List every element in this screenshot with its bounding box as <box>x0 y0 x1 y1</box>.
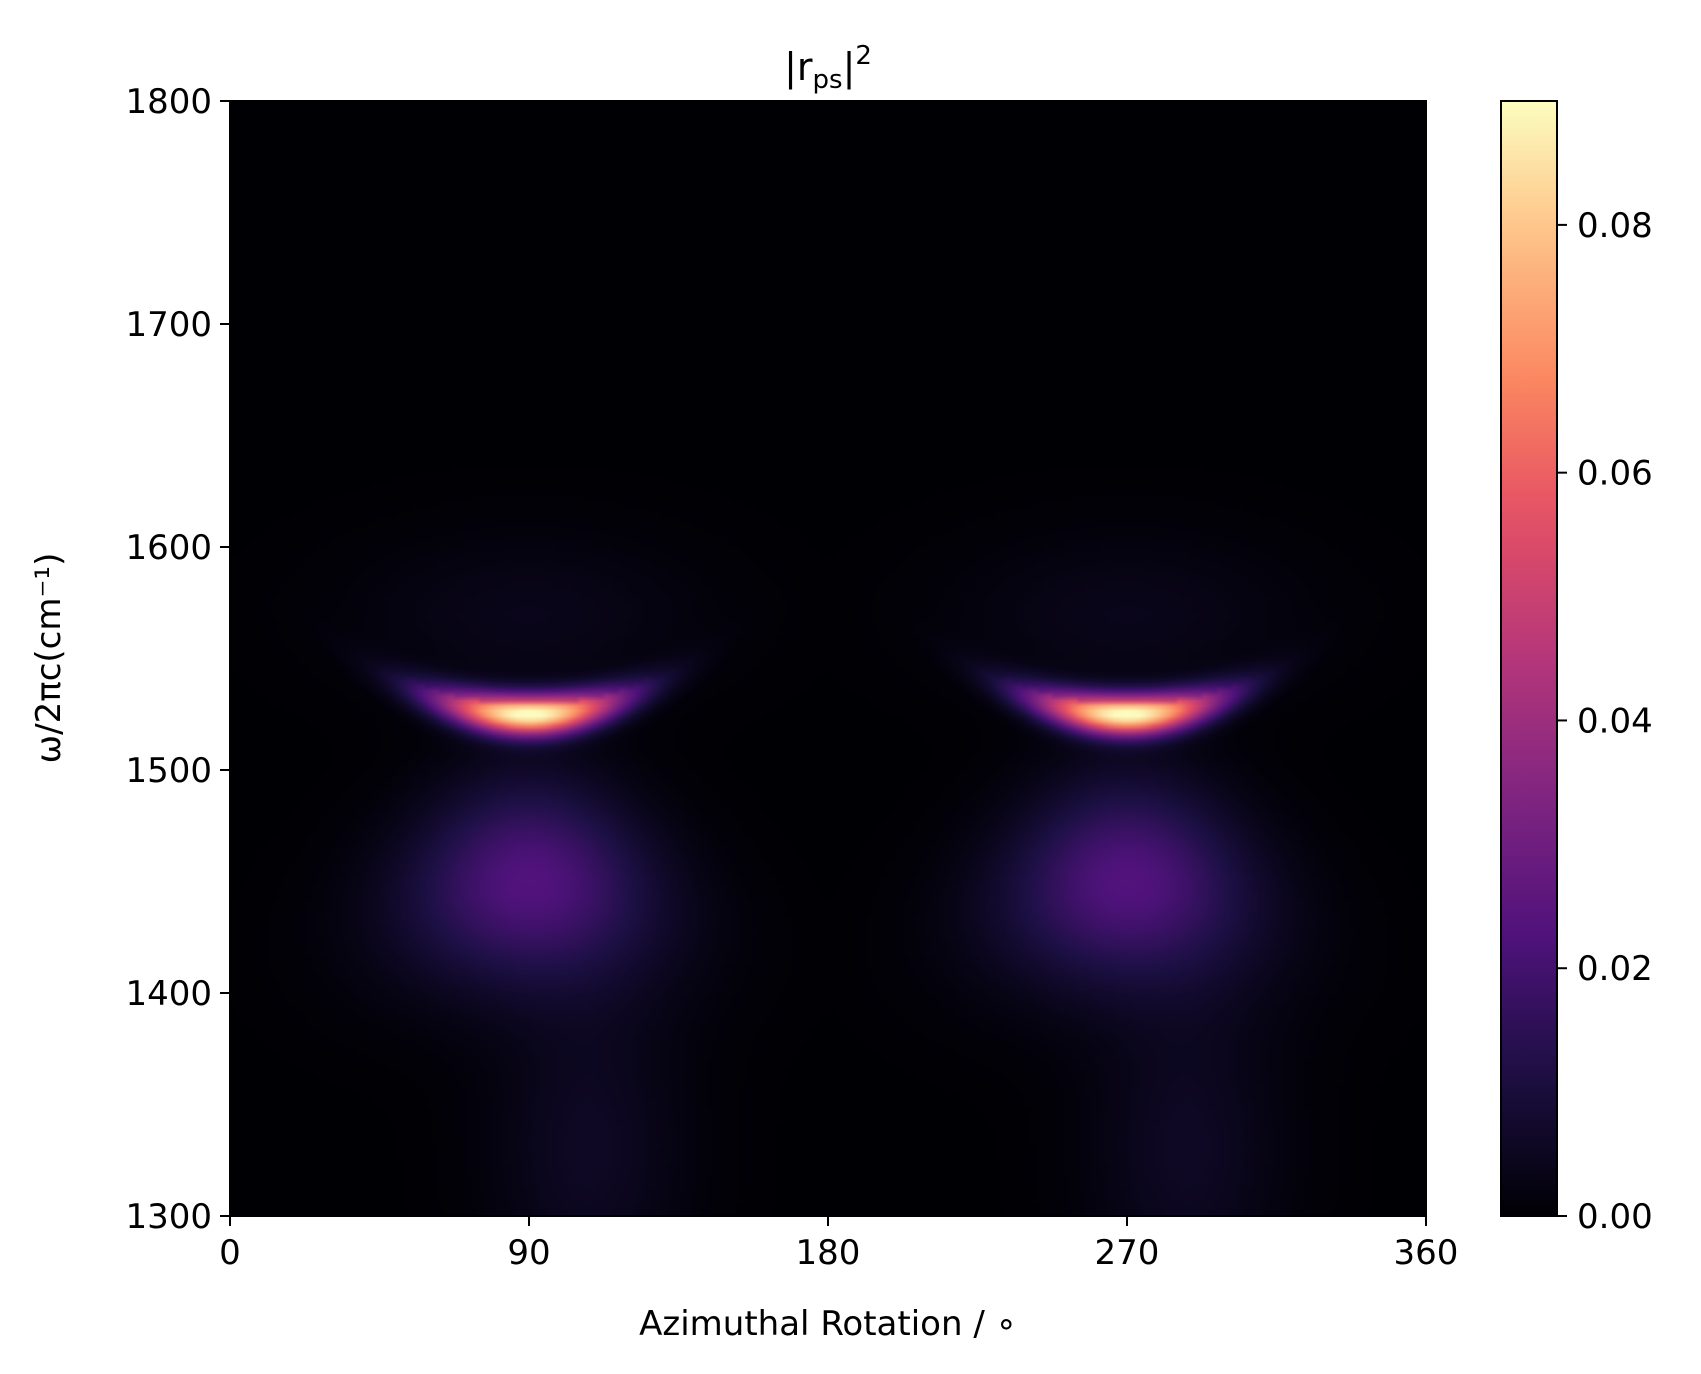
x-tick-label: 90 <box>507 1233 550 1273</box>
title-close: | <box>843 45 856 90</box>
y-tick-label: 1800 <box>125 82 212 122</box>
colorbar-tick-label: 0.08 <box>1577 206 1653 246</box>
plot-area <box>229 100 1427 1217</box>
heatmap-image <box>230 101 1426 1216</box>
y-tick-label: 1700 <box>125 305 212 345</box>
y-tick-label: 1500 <box>125 751 212 791</box>
y-tick-label: 1300 <box>125 1197 212 1237</box>
x-tick-label: 0 <box>219 1233 241 1273</box>
chart-title: |rps|2 <box>784 41 872 95</box>
y-tick-label: 1600 <box>125 528 212 568</box>
x-tick-label: 360 <box>1394 1233 1459 1273</box>
colorbar: 0.00 0.02 0.04 0.06 0.08 <box>1500 100 1653 1237</box>
x-tick-label: 180 <box>796 1233 861 1273</box>
x-axis: 0 90 180 270 360 <box>219 1216 1458 1273</box>
title-base: |r <box>784 45 813 90</box>
title-subscript: ps <box>813 65 843 95</box>
y-tick-label: 1400 <box>125 974 212 1014</box>
colorbar-ticks: 0.00 0.02 0.04 0.06 0.08 <box>1557 206 1653 1237</box>
colorbar-tick-label: 0.04 <box>1577 701 1653 741</box>
x-tick-label: 270 <box>1095 1233 1160 1273</box>
colorbar-tick-label: 0.06 <box>1577 454 1653 494</box>
colorbar-gradient <box>1500 100 1558 1217</box>
colorbar-tick-label: 0.02 <box>1577 949 1653 989</box>
y-axis-label: ω/2πc(cm⁻¹) <box>29 553 69 764</box>
title-superscript: 2 <box>855 41 872 71</box>
y-axis: 1300 1400 1500 1600 1700 1800 <box>125 82 230 1237</box>
colorbar-tick-label: 0.00 <box>1577 1197 1653 1237</box>
x-axis-label: Azimuthal Rotation / ∘ <box>639 1304 1017 1344</box>
